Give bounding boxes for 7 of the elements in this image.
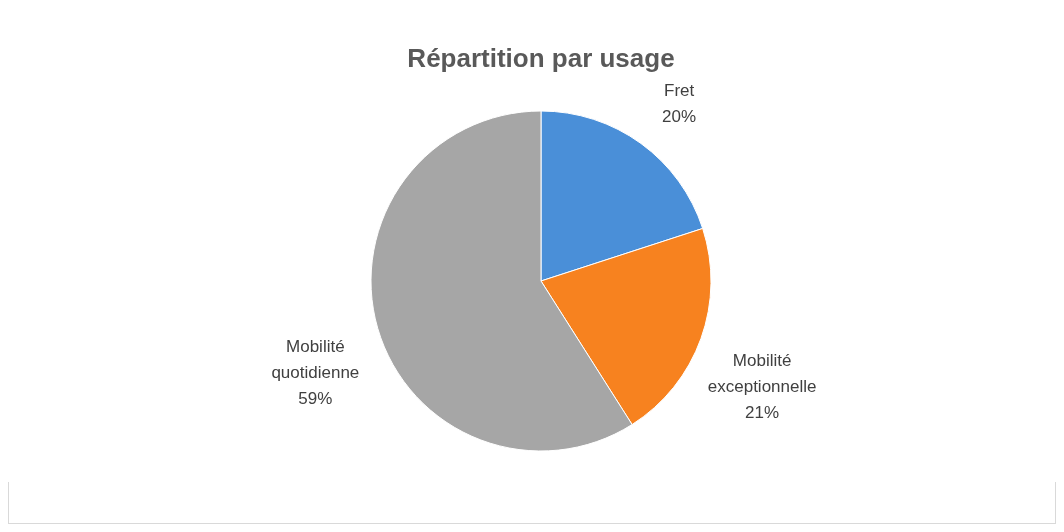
slice-label: Mobilité quotidienne xyxy=(271,336,360,382)
data-label: 59% xyxy=(298,388,333,408)
slice-label: Mobilité exceptionnelle xyxy=(707,350,817,396)
data-label: 20% xyxy=(662,106,697,126)
chart-title: Répartition par usage xyxy=(407,43,675,73)
data-label: 21% xyxy=(745,402,780,422)
slice-label: Fret xyxy=(664,80,695,100)
